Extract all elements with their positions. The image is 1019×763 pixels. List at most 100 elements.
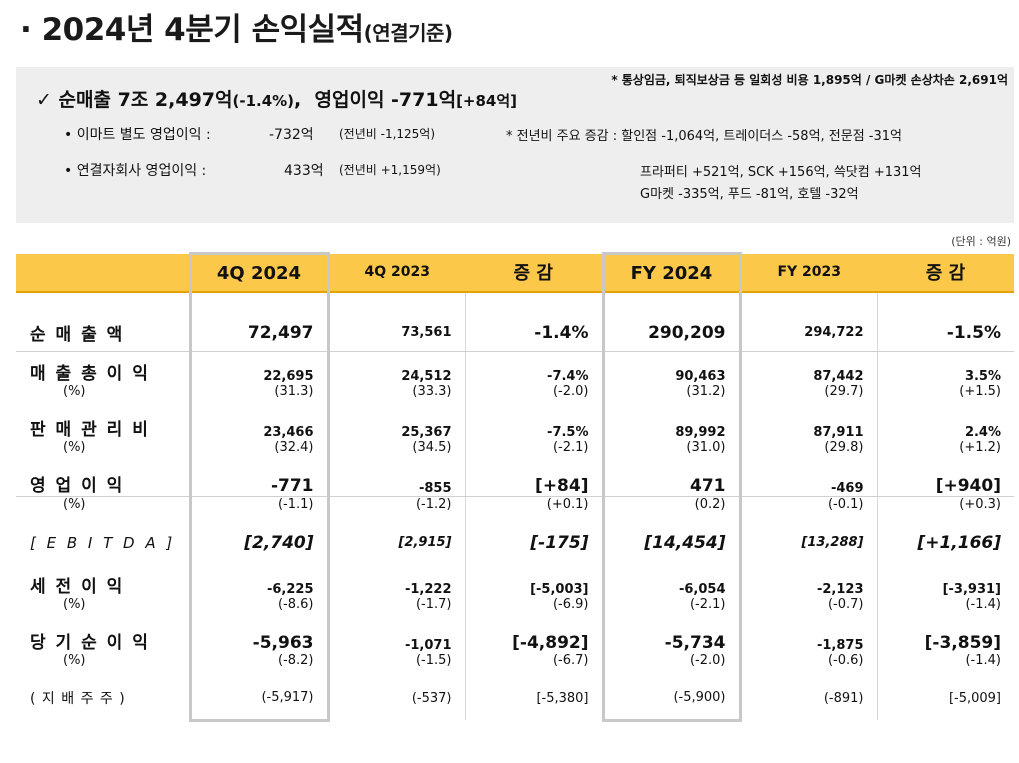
cell: (31.3) <box>188 383 330 408</box>
cell: [2,915] <box>328 520 466 565</box>
cell: [-5,009] <box>948 690 1001 706</box>
row-label-pct: (%) <box>16 652 191 677</box>
cell: -5,734 <box>601 620 742 653</box>
cell: 290,209 <box>601 315 742 352</box>
cell: 87,442 <box>740 351 878 384</box>
cell: 25,367 <box>328 407 466 440</box>
line1-change: (전년비 -1,125억) <box>339 127 436 141</box>
summary-note-top: * 통상임금, 퇴직보상금 등 일회성 비용 1,895억 / G마켓 손상차손… <box>611 73 1008 87</box>
cell: [-175] <box>530 532 589 553</box>
line1-label: • 이마트 별도 영업이익 : <box>64 127 211 143</box>
line2-value: 433억 <box>284 163 324 179</box>
cell: (-8.6) <box>188 596 330 621</box>
cell: (-0.1) <box>740 496 878 521</box>
cell: [-3,859] <box>924 632 1001 653</box>
cell: (+1.2) <box>959 439 1001 455</box>
cell: (-0.6) <box>740 652 878 677</box>
cell: (-1.7) <box>328 596 466 621</box>
cell: -855 <box>328 463 466 497</box>
cell: 87,911 <box>740 407 878 440</box>
cell: (32.4) <box>188 439 330 464</box>
cell: (-6.9) <box>552 596 589 612</box>
row-label-pct: (%) <box>16 496 191 521</box>
header-fy-2024: FY 2024 <box>601 252 742 293</box>
cell: (-2.1) <box>552 439 589 455</box>
title-sub: (연결기준) <box>363 21 453 45</box>
header-4q-change: 증 감 <box>465 253 603 293</box>
cell: (-1.2) <box>328 496 466 521</box>
table-row: (%) (-8.2) (-1.5) (-6.7) (-2.0) (-0.6) (… <box>16 652 1014 677</box>
cell: [+84] <box>465 463 603 497</box>
row-label-net-income: 당 기 순 이 익 <box>16 620 191 653</box>
table-row: 세 전 이 익 -6,225 -1,222 [-5,003] -6,054 -2… <box>16 564 1014 597</box>
cell: -1,071 <box>328 620 466 653</box>
table-row: ( 지 배 주 주 ) (-5,917) (-537) [-5,380] (-5… <box>16 676 1014 722</box>
table-row: 매 출 총 이 익 22,695 24,512 -7.4% 90,463 87,… <box>16 351 1014 384</box>
cell: (-1.5) <box>328 652 466 677</box>
title-main: 2024년 4분기 손익실적 <box>41 12 365 48</box>
cell: (-537) <box>328 676 466 720</box>
table-header-row: 4Q 2024 4Q 2023 증 감 FY 2024 FY 2023 증 감 <box>16 252 1014 293</box>
row-label-pct: (%) <box>16 383 191 408</box>
cell: 294,722 <box>740 315 878 352</box>
cell: (-5,900) <box>601 676 742 722</box>
header-fy-change: 증 감 <box>877 253 1014 293</box>
table-row: 영 업 이 익 -771 -855 [+84] 471 -469 [+940] <box>16 463 1014 497</box>
row-label-gross: 매 출 총 이 익 <box>16 351 191 384</box>
row-label-pct: (%) <box>16 596 191 621</box>
cell: (-1.1) <box>188 496 330 521</box>
table-row: 당 기 순 이 익 -5,963 -1,071 [-4,892] -5,734 … <box>16 620 1014 653</box>
summary-box: * 통상임금, 퇴직보상금 등 일회성 비용 1,895억 / G마켓 손상차손… <box>16 67 1014 223</box>
cell: 89,992 <box>601 407 742 440</box>
cell: -6,054 <box>601 564 742 597</box>
cell: 471 <box>601 463 742 497</box>
cell: 73,561 <box>328 315 466 352</box>
cell: (-2.1) <box>601 596 742 621</box>
row-label-pct: (%) <box>16 439 191 464</box>
cell: (+0.1) <box>546 496 589 512</box>
table-row: [ E B I T D A ] [2,740] [2,915] [-175] [… <box>16 520 1014 565</box>
headline-sales-change: (-1.4%) <box>232 92 295 110</box>
row-label-sales: 순 매 출 액 <box>16 315 191 352</box>
cell: (31.0) <box>601 439 742 464</box>
cell: 72,497 <box>188 315 330 352</box>
cell: (+0.3) <box>959 496 1001 512</box>
financial-table: 4Q 2024 4Q 2023 증 감 FY 2024 FY 2023 증 감 … <box>16 252 1014 722</box>
cell: 22,695 <box>188 351 330 384</box>
cell: [-5,003] <box>530 581 589 597</box>
cell: [-3,931] <box>942 581 1001 597</box>
row-label-controlling: ( 지 배 주 주 ) <box>16 676 191 720</box>
line2-note-b: G마켓 -335억, 푸드 -81억, 호텔 -32억 <box>640 187 859 202</box>
cell: -5,963 <box>188 620 330 653</box>
header-fy-2023: FY 2023 <box>740 253 877 293</box>
table-row: (%) (31.3) (33.3) (-2.0) (31.2) (29.7) (… <box>16 383 1014 408</box>
line2-change: (전년비 +1,159억) <box>339 163 441 177</box>
cell: (-1.4) <box>965 652 1001 668</box>
cell: (33.3) <box>328 383 466 408</box>
table-row: 판 매 관 리 비 23,466 25,367 -7.5% 89,992 87,… <box>16 407 1014 440</box>
cell: [-5,380] <box>536 690 589 706</box>
headline-op: 영업이익 -771억 <box>314 89 457 111</box>
cell: (-0.7) <box>740 596 878 621</box>
cell: 3.5% <box>964 368 1001 384</box>
cell: [-4,892] <box>512 632 589 653</box>
cell: (-1.4) <box>965 596 1001 612</box>
row-label-sga: 판 매 관 리 비 <box>16 407 191 440</box>
line2-label: • 연결자회사 영업이익 : <box>64 163 207 179</box>
cell: (-8.2) <box>188 652 330 677</box>
cell: 23,466 <box>188 407 330 440</box>
cell: (+1.5) <box>959 383 1001 399</box>
cell: -7.5% <box>547 424 589 440</box>
cell: -771 <box>188 463 330 497</box>
table-row: 순 매 출 액 72,497 73,561 -1.4% 290,209 294,… <box>16 315 1014 352</box>
title-bullet: · <box>20 12 32 48</box>
cell: [+1,166] <box>917 532 1001 553</box>
cell: -2,123 <box>740 564 878 597</box>
line1-note: * 전년비 주요 증감 : 할인점 -1,064억, 트레이더스 -58억, 전… <box>506 129 903 144</box>
cell: 24,512 <box>328 351 466 384</box>
cell: 2.4% <box>964 424 1001 440</box>
cell: -469 <box>740 463 878 497</box>
header-4q-2023: 4Q 2023 <box>328 253 465 293</box>
cell: [13,288] <box>740 520 878 565</box>
unit-label: (단위 : 억원) <box>951 235 1011 248</box>
